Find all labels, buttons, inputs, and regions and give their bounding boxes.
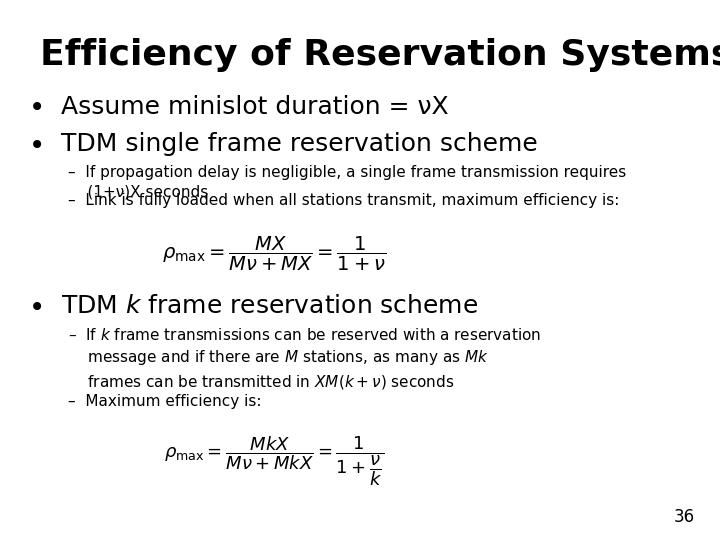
Text: –  If propagation delay is negligible, a single frame transmission requires
    : – If propagation delay is negligible, a …	[68, 165, 626, 199]
Text: •: •	[29, 294, 45, 322]
Text: •: •	[29, 94, 45, 123]
Text: $\rho_{\mathrm{max}} = \dfrac{MX}{M\nu + MX} = \dfrac{1}{1+\nu}$: $\rho_{\mathrm{max}} = \dfrac{MX}{M\nu +…	[161, 235, 386, 273]
Text: –  Link is fully loaded when all stations transmit, maximum efficiency is:: – Link is fully loaded when all stations…	[68, 193, 620, 208]
Text: •: •	[29, 132, 45, 160]
Text: –  If $k$ frame transmissions can be reserved with a reservation
    message and: – If $k$ frame transmissions can be rese…	[68, 327, 541, 391]
Text: Assume minislot duration = νX: Assume minislot duration = νX	[61, 94, 449, 118]
Text: $\rho_{\mathrm{max}} = \dfrac{MkX}{M\nu + MkX} = \dfrac{1}{1+\dfrac{\nu}{k}}$: $\rho_{\mathrm{max}} = \dfrac{MkX}{M\nu …	[163, 435, 384, 488]
Text: –  Maximum efficiency is:: – Maximum efficiency is:	[68, 394, 262, 409]
Text: TDM single frame reservation scheme: TDM single frame reservation scheme	[61, 132, 538, 156]
Text: 36: 36	[674, 509, 695, 526]
Text: TDM $k$ frame reservation scheme: TDM $k$ frame reservation scheme	[61, 294, 478, 318]
Text: Efficiency of Reservation Systems: Efficiency of Reservation Systems	[40, 38, 720, 72]
